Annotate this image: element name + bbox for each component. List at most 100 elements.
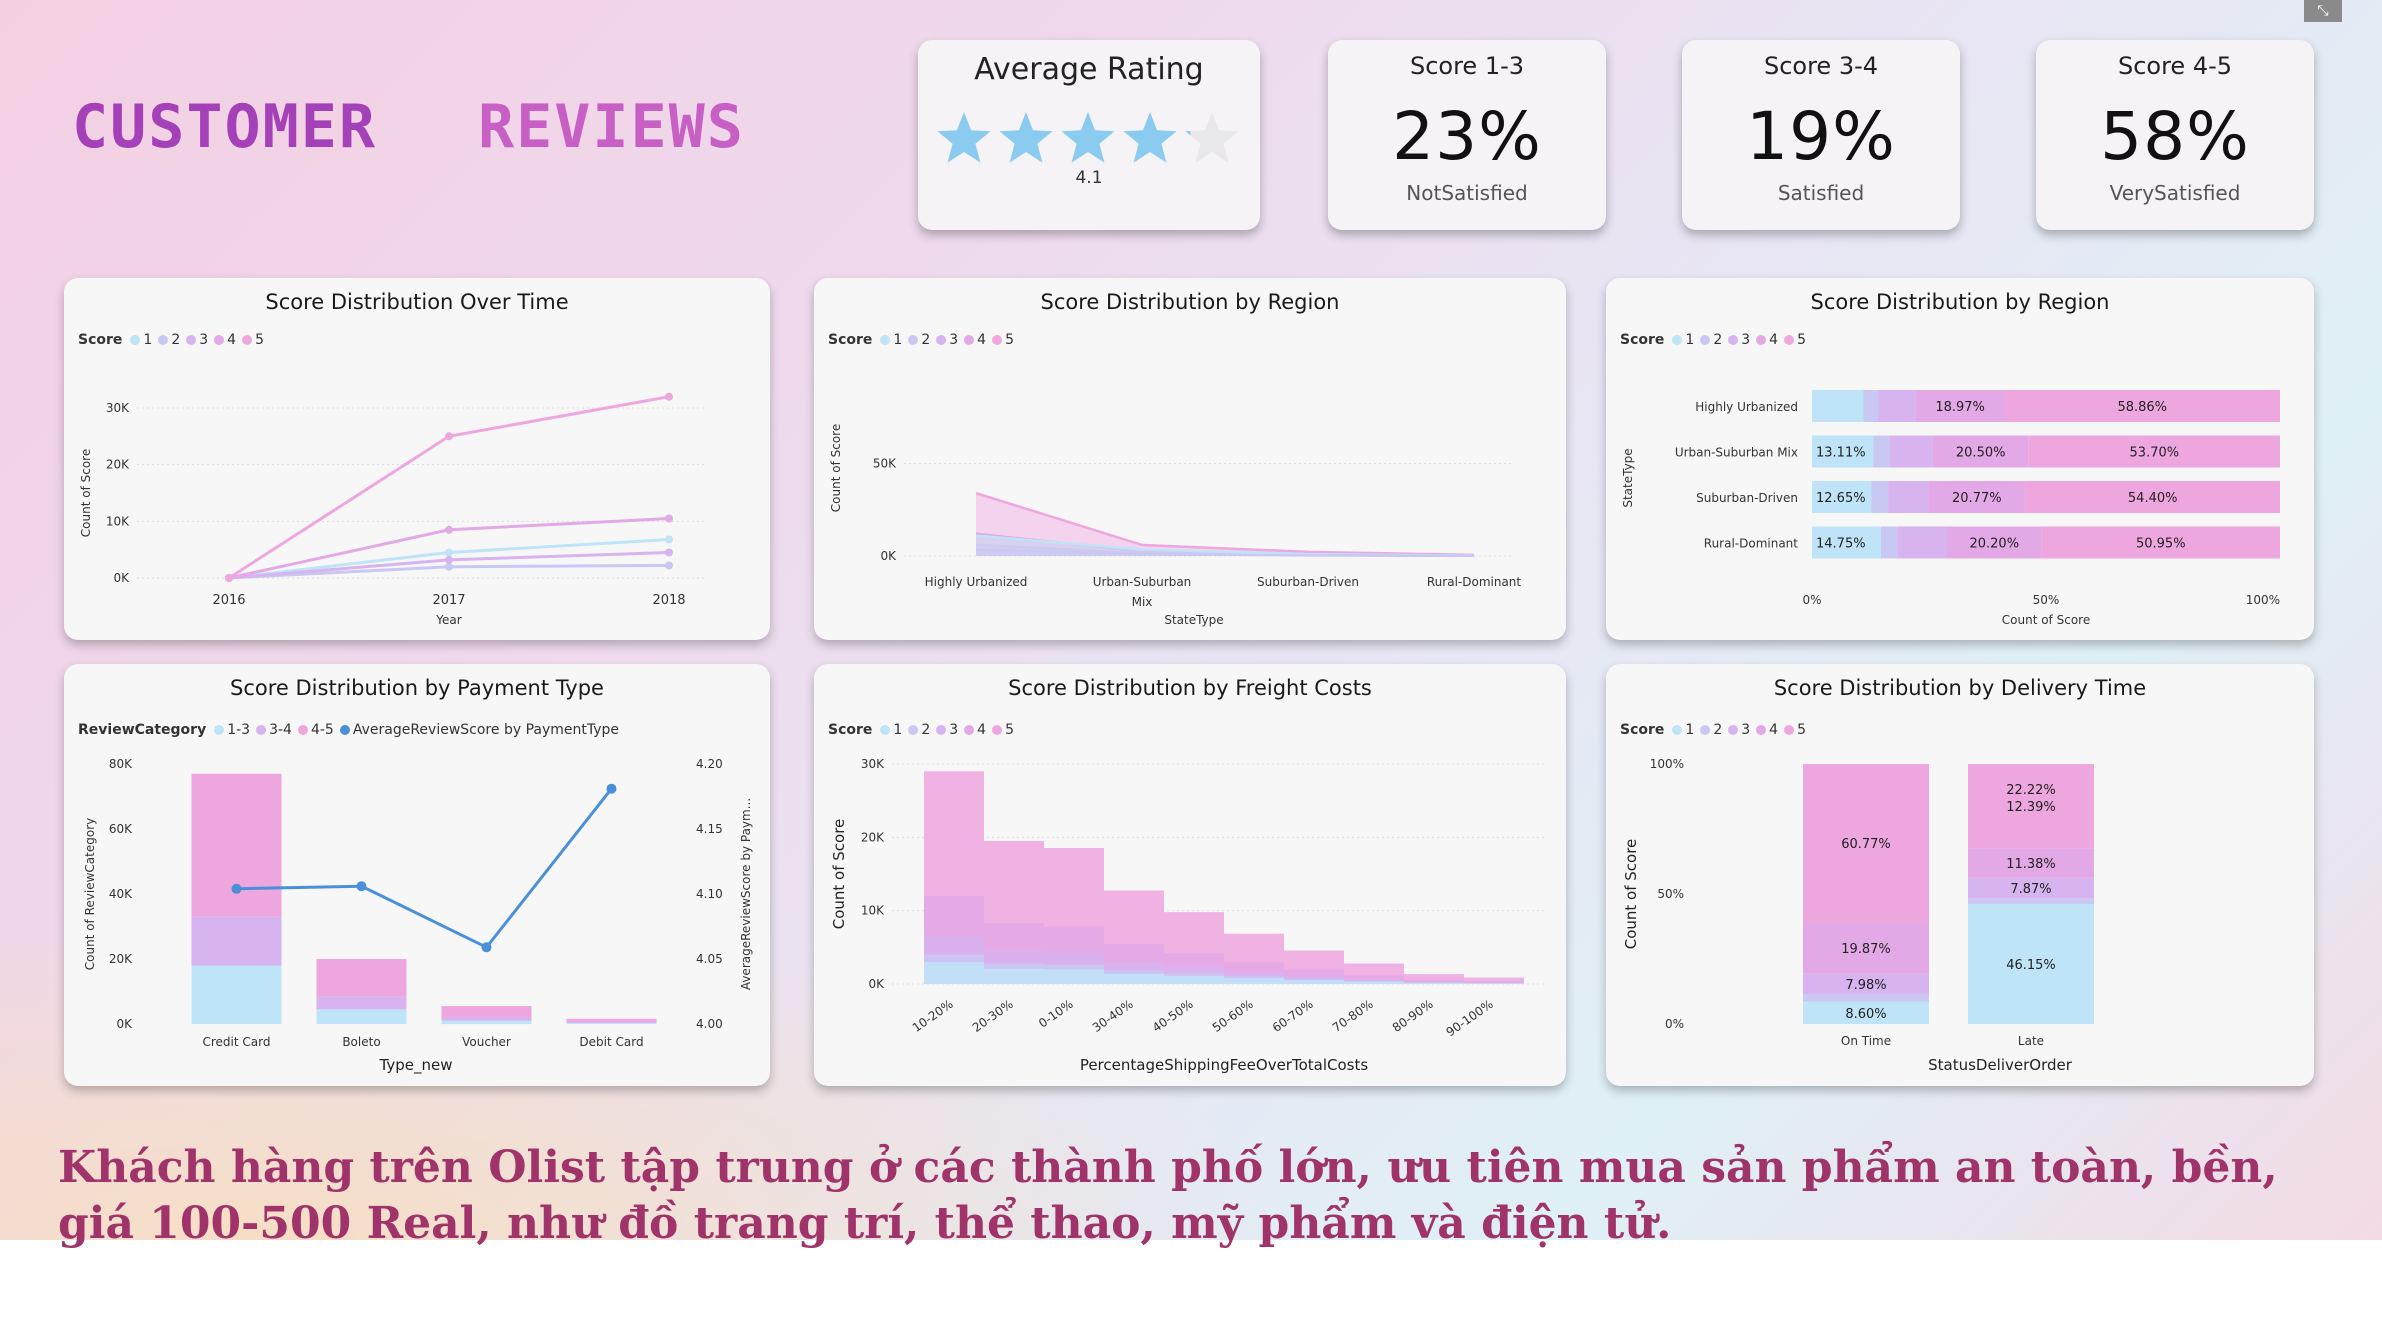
data-label: 54.40% (2128, 491, 2178, 506)
legend-item[interactable]: AverageReviewScore by PaymentType (339, 722, 619, 738)
data-label: 20.50% (1956, 446, 2006, 461)
data-point (665, 548, 673, 557)
series-area-5 (976, 493, 1474, 556)
y-tick-label: 50% (1657, 887, 1684, 901)
chart-title: Score Distribution Over Time (265, 290, 569, 314)
legend-label: 1-3 (227, 722, 251, 738)
x-tick-label: Credit Card (203, 1035, 271, 1049)
y2-tick-label: 4.20 (696, 757, 723, 771)
chart-legend[interactable]: ReviewCategory 1-3 3-4 4-5 AverageReviewScor… (78, 722, 625, 738)
x-tick-label: 50-60% (1210, 997, 1256, 1035)
chart-card-over-time[interactable]: Score Distribution Over Time Score 1 2 3 4 5 … (64, 278, 770, 640)
bar-segment (1871, 481, 1888, 513)
bar-segment (1803, 764, 1929, 922)
legend-item[interactable]: 1-3 (214, 722, 250, 738)
legend-item[interactable]: 3 (1728, 332, 1750, 348)
legend-item[interactable]: 5 (1784, 722, 1806, 738)
x-tick-label: 0% (1802, 593, 1821, 607)
legend-item[interactable]: 3 (186, 332, 208, 348)
data-label: 11.38% (2006, 857, 2056, 872)
legend-marker (964, 725, 975, 735)
legend-item[interactable]: 1 (880, 722, 902, 738)
legend-item[interactable]: 5 (242, 332, 264, 348)
legend-item[interactable]: 1 (1672, 332, 1694, 348)
focus-mode-icon[interactable]: ⤡ (2304, 0, 2342, 22)
bar-segment (1812, 481, 1872, 513)
legend-item[interactable]: 1 (880, 332, 902, 348)
legend-item[interactable]: 5 (1784, 332, 1806, 348)
data-label: 20.77% (1952, 491, 2002, 506)
legend-item[interactable]: 5 (992, 722, 1014, 738)
y-tick-label: 0K (113, 571, 130, 585)
legend-label: 3-4 (269, 722, 292, 738)
legend-label: 5 (255, 332, 265, 348)
legend-marker (214, 335, 225, 345)
legend-label: 2 (171, 332, 181, 348)
bar-segment (1968, 848, 2094, 878)
bar-segment (1968, 764, 2094, 849)
x-tick-label: 20-30% (970, 997, 1016, 1035)
chart-legend[interactable]: Score 1 2 3 4 5 (828, 332, 1020, 348)
legend-item[interactable]: 4 (964, 332, 986, 348)
data-label: 7.98% (1845, 978, 1886, 993)
legend-label: 4 (977, 332, 987, 348)
score-4-5-title: Score 4-5 (2117, 52, 2233, 80)
legend-item[interactable]: 2 (1700, 722, 1722, 738)
legend-item[interactable]: 1 (130, 332, 152, 348)
legend-marker (1672, 335, 1683, 345)
legend-label: 2 (921, 332, 931, 348)
data-point (445, 525, 453, 534)
bar-segment (566, 1023, 657, 1024)
bar-segment (1812, 390, 1864, 422)
legend-marker (242, 335, 253, 345)
legend-item[interactable]: 3 (936, 332, 958, 348)
data-label: 46.15% (2006, 958, 2056, 973)
y-axis-title: Count of Score (829, 424, 843, 512)
chart-card-region-area[interactable]: Score Distribution by Region Score 1 2 3 4 5 … (814, 278, 1566, 640)
score-1-3-card: Score 1-3 23% NotSatisfied (1328, 40, 1606, 230)
bar-segment (566, 1018, 657, 1023)
y-tick-label: 0% (1665, 1017, 1684, 1031)
legend-item[interactable]: 5 (992, 332, 1014, 348)
chart-card-region-bar[interactable]: Score Distribution by Region Score 1 2 3 4 5 … (1606, 278, 2314, 640)
legend-item[interactable]: 2 (158, 332, 180, 348)
y2-tick-label: 4.05 (696, 952, 723, 966)
x-tick-label: 100% (2246, 593, 2280, 607)
legend-marker (1756, 335, 1767, 345)
legend-marker (1700, 725, 1711, 735)
legend-label: 2 (1713, 722, 1723, 738)
chart-card-freight[interactable]: Score Distribution by Freight Costs Scor… (814, 664, 1566, 1086)
data-label: 19.87% (1841, 942, 1891, 957)
x-tick-label: 80-90% (1390, 997, 1436, 1035)
x-tick-label: 30-40% (1090, 997, 1136, 1035)
legend-label: 4 (1769, 332, 1779, 348)
legend-item[interactable]: 2 (908, 332, 930, 348)
conclusion-text: Khách hàng trên Olist tập trung ở các th… (58, 1142, 2278, 1249)
chart-card-payment[interactable]: Score Distribution by Payment Type Revie… (64, 664, 770, 1086)
legend-item[interactable]: 3 (1728, 722, 1750, 738)
legend-item[interactable]: 4 (1756, 332, 1778, 348)
chart-freight: 0K 10K 20K 30K 10-20% 20-30% 0-10% 30-40% 40-50%… (830, 757, 1544, 1074)
chart-card-delivery[interactable]: Score Distribution by Delivery Time Scor… (1606, 664, 2314, 1086)
legend-item[interactable]: 3 (936, 722, 958, 738)
chart-legend[interactable]: Score 1 2 3 4 5 (78, 332, 270, 348)
legend-item[interactable]: 4 (1756, 722, 1778, 738)
x-tick-label: Urban-Suburban Mix (1093, 575, 1192, 609)
legend-item[interactable]: 4-5 (297, 722, 334, 738)
legend-item[interactable]: 2 (908, 722, 930, 738)
legend-marker (964, 335, 975, 345)
x-tick-label: 2017 (432, 593, 465, 608)
legend-item[interactable]: 4 (214, 332, 236, 348)
legend-item[interactable]: 1 (1672, 722, 1694, 738)
data-label: 7.87% (2010, 882, 2051, 897)
chart-legend[interactable]: Score 1 2 3 4 5 (1620, 332, 1812, 348)
chart-legend[interactable]: Score 1 2 3 4 5 (1620, 722, 1812, 738)
legend-marker (1756, 725, 1767, 735)
legend-marker (1700, 335, 1711, 345)
legend-item[interactable]: 2 (1700, 332, 1722, 348)
y-tick-label: 60K (109, 822, 133, 836)
chart-legend[interactable]: Score 1 2 3 4 5 (828, 722, 1020, 738)
legend-item[interactable]: 3-4 (256, 722, 292, 738)
bar-segment (441, 1017, 532, 1021)
legend-item[interactable]: 4 (964, 722, 986, 738)
